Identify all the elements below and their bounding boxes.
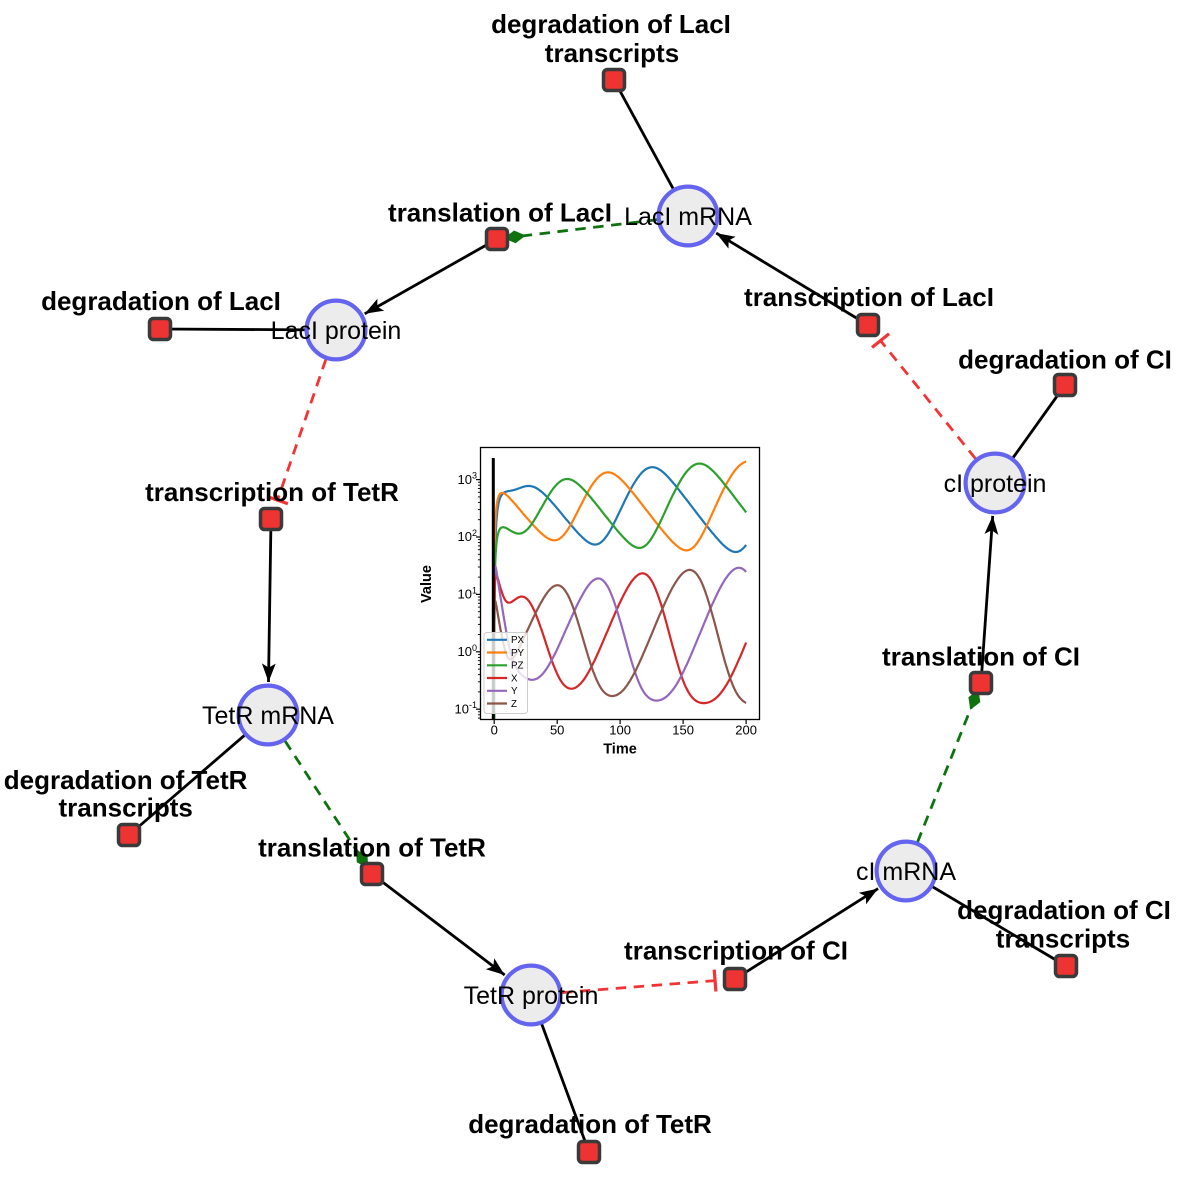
svg-text:Value: Value bbox=[419, 565, 435, 603]
svg-text:transcripts: transcripts bbox=[59, 793, 193, 823]
svg-text:translation of TetR: translation of TetR bbox=[258, 833, 486, 863]
svg-text:cI mRNA: cI mRNA bbox=[856, 858, 956, 886]
svg-text:PX: PX bbox=[511, 635, 525, 646]
svg-text:200: 200 bbox=[735, 723, 757, 738]
svg-text:transcription of TetR: transcription of TetR bbox=[145, 477, 399, 507]
svg-text:transcription of LacI: transcription of LacI bbox=[744, 282, 994, 312]
svg-text:0: 0 bbox=[491, 723, 498, 738]
svg-text:degradation of CI: degradation of CI bbox=[958, 345, 1172, 375]
svg-text:degradation of TetR: degradation of TetR bbox=[4, 765, 248, 795]
svg-text:TetR mRNA: TetR mRNA bbox=[202, 702, 334, 730]
svg-text:PZ: PZ bbox=[511, 661, 524, 672]
svg-text:150: 150 bbox=[672, 723, 694, 738]
svg-text:degradation of LacI: degradation of LacI bbox=[491, 9, 731, 39]
svg-text:Z: Z bbox=[511, 699, 517, 710]
svg-text:LacI protein: LacI protein bbox=[271, 317, 402, 345]
svg-text:translation of LacI: translation of LacI bbox=[388, 198, 612, 228]
svg-text:TetR protein: TetR protein bbox=[464, 982, 599, 1010]
svg-text:degradation of TetR: degradation of TetR bbox=[468, 1109, 712, 1139]
svg-text:100: 100 bbox=[609, 723, 631, 738]
svg-text:Time: Time bbox=[603, 742, 637, 758]
svg-text:Y: Y bbox=[511, 686, 518, 697]
svg-text:translation of CI: translation of CI bbox=[882, 641, 1080, 671]
svg-text:transcripts: transcripts bbox=[996, 923, 1130, 953]
svg-text:50: 50 bbox=[550, 723, 564, 738]
svg-text:LacI mRNA: LacI mRNA bbox=[624, 203, 752, 231]
svg-text:degradation of CI: degradation of CI bbox=[957, 895, 1171, 925]
svg-text:X: X bbox=[511, 673, 518, 684]
svg-text:degradation of LacI: degradation of LacI bbox=[41, 286, 281, 316]
svg-text:transcription of CI: transcription of CI bbox=[624, 935, 848, 965]
svg-text:transcripts: transcripts bbox=[545, 38, 679, 68]
svg-text:PY: PY bbox=[511, 648, 525, 659]
svg-text:cI protein: cI protein bbox=[944, 470, 1047, 498]
